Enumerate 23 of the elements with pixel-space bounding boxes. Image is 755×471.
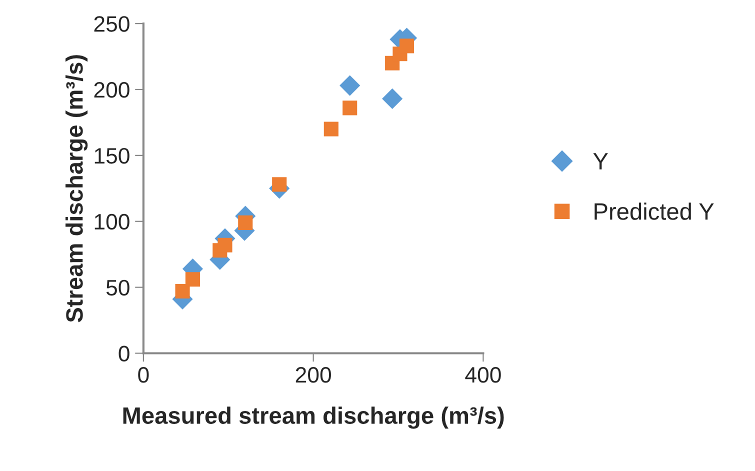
point	[175, 284, 190, 299]
point	[342, 100, 358, 116]
y-tick-label: 250	[94, 16, 130, 32]
point	[185, 272, 200, 287]
legend-label: Predicted Y	[594, 202, 714, 220]
y-tick-label: 200	[94, 82, 130, 98]
point	[238, 215, 253, 230]
y-tick-label: 50	[106, 280, 130, 296]
y-tick-label: 100	[94, 214, 130, 230]
x-axis-title: Measured stream discharge (m³/s)	[123, 406, 504, 429]
legend-label: Y	[593, 153, 608, 170]
x-tick-label: 0	[138, 367, 149, 383]
point	[218, 238, 232, 252]
x-tick-label: 400	[465, 367, 501, 383]
point	[272, 177, 287, 192]
x-tick-label: 200	[296, 367, 331, 383]
point	[399, 38, 414, 54]
point	[324, 122, 338, 136]
y-axis-title: Stream discharge (m³/s)	[66, 55, 88, 322]
y-tick-label: 150	[94, 148, 130, 164]
point	[340, 75, 360, 96]
y-tick-label: 0	[118, 346, 130, 362]
point	[382, 88, 403, 110]
